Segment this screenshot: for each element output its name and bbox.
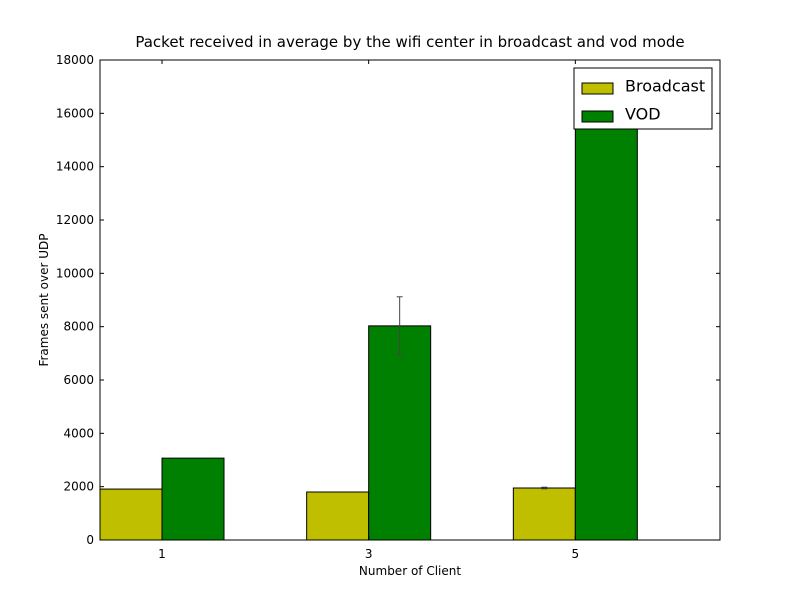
y-tick-label: 10000 [56,266,94,280]
error-bar-broadcast-5 [541,486,548,490]
bar-broadcast-5 [512,487,576,541]
legend-box [573,67,713,130]
x-tick-label: 3 [365,547,373,561]
y-tick-label: 4000 [63,426,94,440]
legend-label-vod: VOD [625,105,661,124]
y-tick-label: 16000 [56,106,94,120]
y-tick-label: 6000 [63,373,94,387]
plot-frame [99,59,721,541]
y-tick-label: 8000 [63,320,94,334]
bar-vod-3 [368,325,432,541]
y-tick-label: 18000 [56,53,94,67]
x-tick-label: 5 [572,547,580,561]
y-tick-label: 14000 [56,160,94,174]
error-bar-vod-3 [396,296,403,356]
bar-vod-5 [574,99,638,541]
chart-title: Packet received in average by the wifi c… [135,33,684,51]
legend-swatch-broadcast [581,82,614,95]
bar-vod-1 [161,457,225,541]
y-tick-label: 2000 [63,480,94,494]
legend-swatch-vod [581,110,614,123]
x-axis-label: Number of Client [359,564,461,578]
legend-label-broadcast: Broadcast [625,77,705,96]
legend: Broadcast VOD [573,67,713,130]
y-tick-label: 0 [86,533,94,547]
y-axis-label: Frames sent over UDP [37,233,51,366]
bar-broadcast-3 [306,491,370,541]
y-tick-label: 12000 [56,213,94,227]
x-tick-label: 1 [158,547,166,561]
bar-broadcast-1 [99,488,163,541]
